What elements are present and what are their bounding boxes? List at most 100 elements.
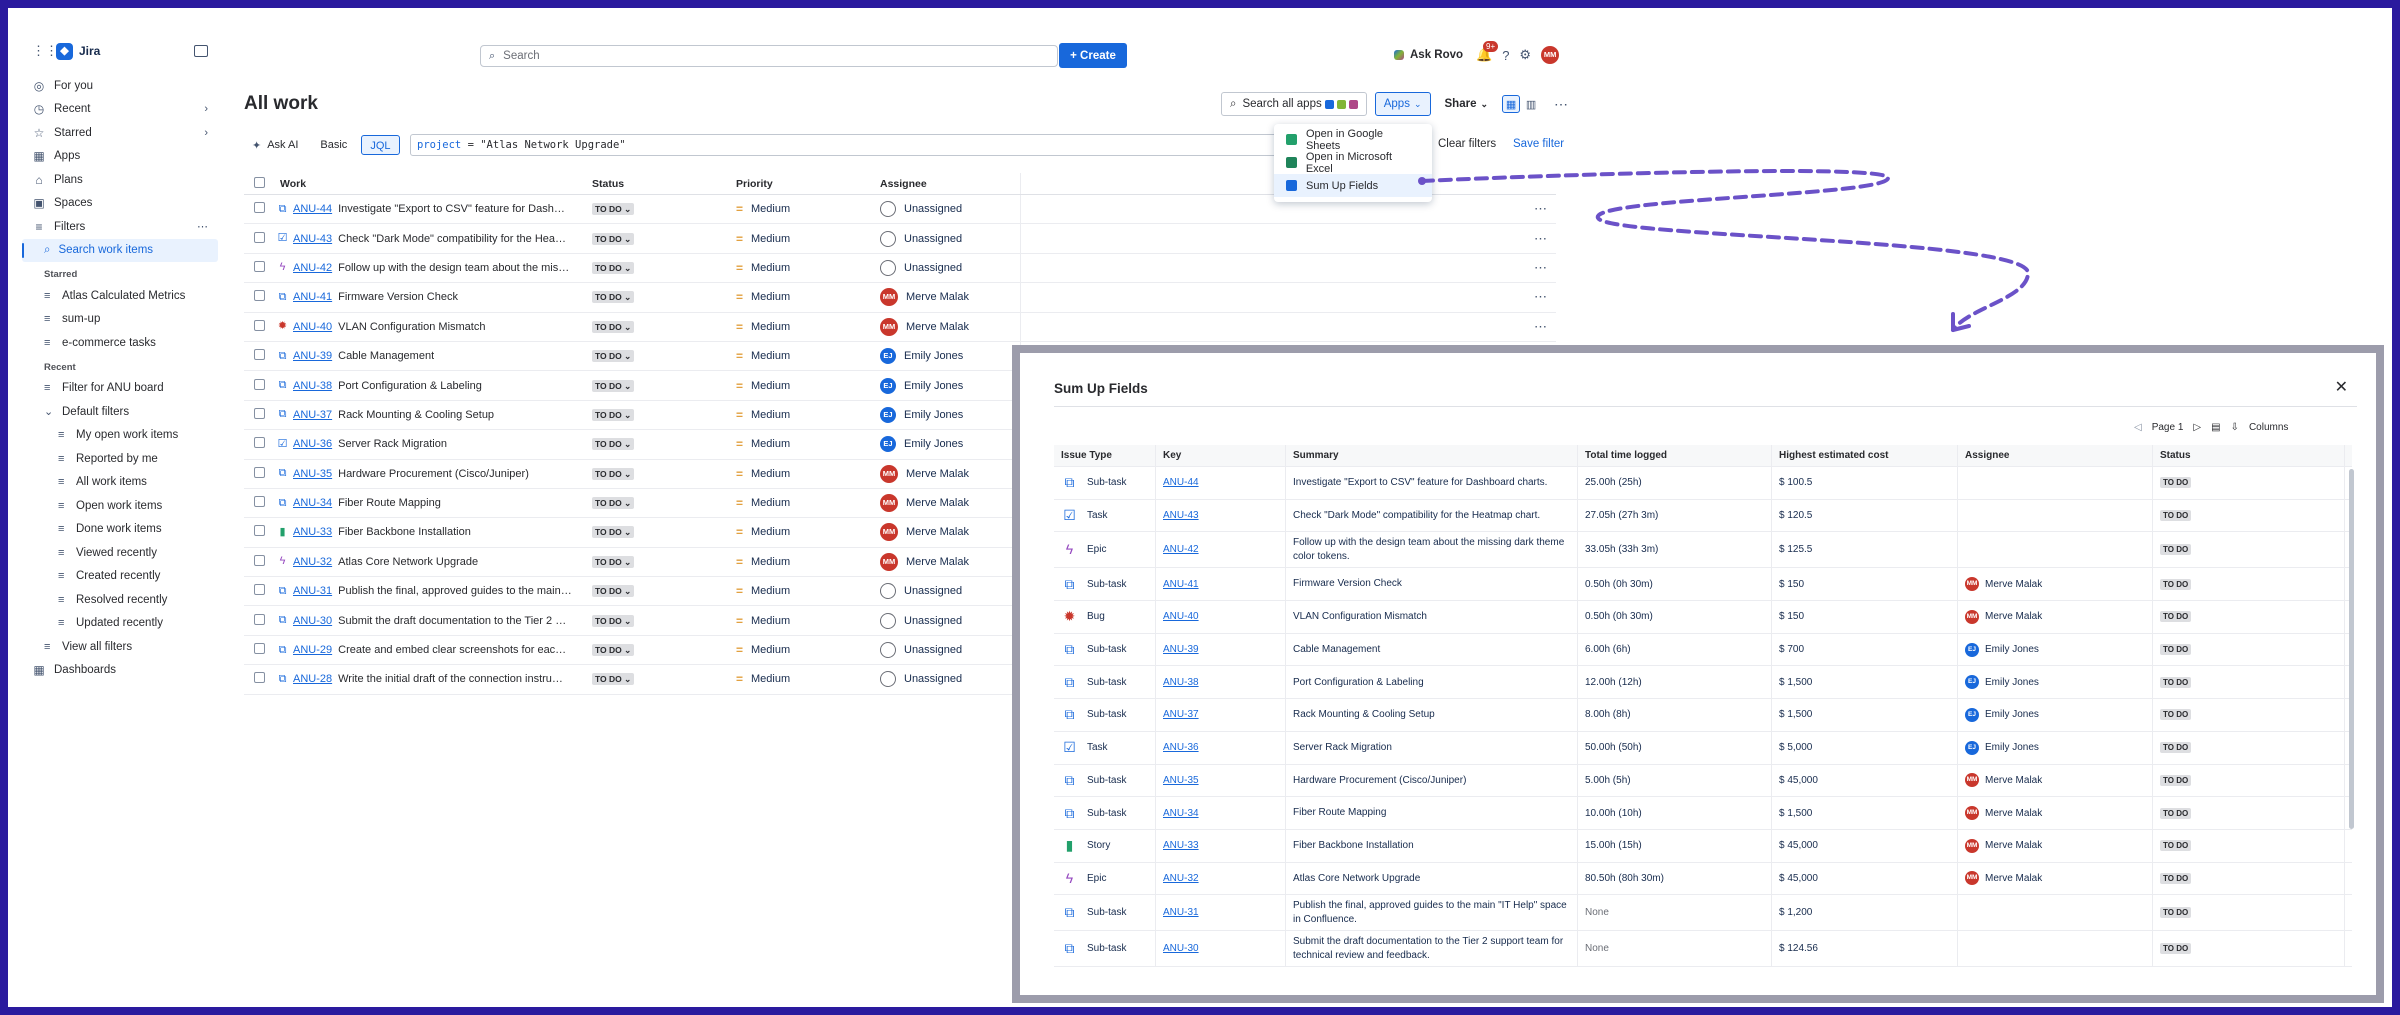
apps-menu-item[interactable]: Open in Google Sheets bbox=[1274, 128, 1432, 152]
issue-key-link[interactable]: ANU-35 bbox=[1163, 774, 1199, 786]
modal-scrollbar[interactable] bbox=[2349, 469, 2354, 829]
settings-icon[interactable]: ⚙ bbox=[1519, 47, 1532, 62]
work-item-key[interactable]: ANU-44 bbox=[293, 203, 333, 216]
issue-key-link[interactable]: ANU-34 bbox=[1163, 807, 1199, 819]
share-button[interactable]: Share ⌄ bbox=[1439, 92, 1495, 116]
work-item-summary[interactable]: Check "Dark Mode" compatibility for the … bbox=[338, 232, 567, 245]
sidebar-filter-item[interactable]: ≡ Atlas Calculated Metrics bbox=[22, 284, 218, 308]
status-dropdown[interactable]: TO DO ⌄ bbox=[592, 438, 635, 451]
save-filter-button[interactable]: Save filter bbox=[1513, 138, 1565, 150]
assignee-cell[interactable]: Unassigned bbox=[874, 583, 1020, 600]
work-item-key[interactable]: ANU-41 bbox=[293, 291, 333, 304]
global-search-input[interactable]: ⌕ Search bbox=[480, 45, 1058, 67]
issue-key-link[interactable]: ANU-36 bbox=[1163, 742, 1199, 754]
create-button[interactable]: + Create bbox=[1059, 43, 1127, 68]
row-checkbox[interactable] bbox=[254, 260, 265, 272]
sidebar-item-starred[interactable]: ☆ Starred › bbox=[22, 121, 218, 145]
columns-button[interactable]: Columns bbox=[2248, 421, 2289, 433]
assignee-cell[interactable]: Unassigned bbox=[874, 612, 1020, 629]
column-header[interactable]: Work bbox=[280, 177, 307, 190]
row-more-icon[interactable]: ⋯ bbox=[1534, 230, 1547, 246]
jql-input[interactable]: project = "Atlas Network Upgrade" bbox=[410, 134, 1280, 156]
work-item-key[interactable]: ANU-37 bbox=[293, 408, 333, 421]
next-page-icon[interactable]: ▷ bbox=[2193, 421, 2202, 433]
work-item-summary[interactable]: Firmware Version Check bbox=[338, 291, 458, 304]
sidebar-filter-item[interactable]: ≡ All work items bbox=[22, 471, 218, 495]
jira-logo-icon[interactable]: ◆ bbox=[56, 42, 73, 60]
assignee-cell[interactable]: Unassigned bbox=[874, 230, 1020, 247]
row-checkbox[interactable] bbox=[254, 496, 265, 508]
table-row[interactable]: ✹ ANU-40 VLAN Configuration Mismatch TO DO … bbox=[244, 312, 1556, 342]
work-item-key[interactable]: ANU-33 bbox=[293, 526, 333, 539]
work-item-key[interactable]: ANU-38 bbox=[293, 379, 333, 392]
detail-view-icon[interactable]: ▥ bbox=[1525, 98, 1537, 111]
row-checkbox[interactable] bbox=[254, 319, 265, 331]
modal-column-header[interactable]: Summary bbox=[1286, 445, 1578, 466]
sidebar-filter-item[interactable]: ≡ Done work items bbox=[22, 518, 218, 542]
ask-ai-button[interactable]: ✦ Ask AI bbox=[244, 134, 306, 156]
more-actions-icon[interactable]: ⋯ bbox=[1554, 95, 1569, 112]
table-row[interactable]: ⧉ ANU-34 Fiber Route Mapping TO DO ⌄ = Medium… bbox=[244, 488, 1556, 519]
status-dropdown[interactable]: TO DO ⌄ bbox=[592, 555, 635, 568]
more-icon[interactable]: ⋯ bbox=[197, 221, 208, 234]
apps-menu-item[interactable]: Sum Up Fields bbox=[1274, 174, 1432, 197]
issue-key-link[interactable]: ANU-43 bbox=[1163, 510, 1199, 522]
status-dropdown[interactable]: TO DO ⌄ bbox=[592, 203, 635, 216]
chevron-right-icon[interactable]: › bbox=[204, 126, 208, 139]
sidebar-filter-item[interactable]: ≡ Updated recently bbox=[22, 612, 218, 636]
assignee-cell[interactable]: MM Merve Malak bbox=[874, 552, 1020, 571]
status-dropdown[interactable]: TO DO ⌄ bbox=[592, 379, 635, 392]
row-checkbox[interactable] bbox=[254, 290, 265, 302]
work-item-summary[interactable]: Fiber Route Mapping bbox=[338, 497, 441, 510]
assignee-cell[interactable]: Unassigned bbox=[874, 201, 1020, 218]
download-icon[interactable]: ⇩ bbox=[2230, 421, 2239, 433]
work-item-summary[interactable]: Hardware Procurement (Cisco/Juniper) bbox=[338, 467, 529, 480]
status-dropdown[interactable]: TO DO ⌄ bbox=[592, 673, 635, 686]
work-item-key[interactable]: ANU-43 bbox=[293, 232, 333, 245]
work-item-summary[interactable]: Port Configuration & Labeling bbox=[338, 379, 482, 392]
issue-key-link[interactable]: ANU-33 bbox=[1163, 840, 1199, 852]
work-item-key[interactable]: ANU-40 bbox=[293, 320, 333, 333]
jql-mode-button[interactable]: JQL bbox=[361, 135, 400, 155]
sidebar-filter-item[interactable]: ≡ Open work items bbox=[22, 494, 218, 518]
table-row[interactable]: ⧉ ANU-41 Firmware Version Check TO DO ⌄ = Med… bbox=[244, 283, 1556, 313]
assignee-cell[interactable]: EJ Emily Jones bbox=[874, 377, 1020, 394]
status-dropdown[interactable]: TO DO ⌄ bbox=[592, 232, 635, 245]
column-header[interactable]: Assignee bbox=[880, 177, 927, 190]
user-avatar[interactable]: MM bbox=[1541, 46, 1560, 64]
status-dropdown[interactable]: TO DO ⌄ bbox=[592, 585, 635, 598]
modal-column-header[interactable]: Assignee bbox=[1958, 445, 2153, 466]
previous-page-icon[interactable]: ◁ bbox=[2134, 421, 2142, 433]
work-item-summary[interactable]: Publish the final, approved guides to th… bbox=[338, 585, 572, 598]
sidebar-item-plans[interactable]: ⌂ Plans bbox=[22, 168, 218, 192]
row-checkbox[interactable] bbox=[254, 643, 265, 655]
row-more-icon[interactable]: ⋯ bbox=[1534, 201, 1547, 217]
work-item-summary[interactable]: Cable Management bbox=[338, 350, 435, 363]
assignee-cell[interactable]: MM Merve Malak bbox=[874, 494, 1020, 513]
work-item-summary[interactable]: Investigate "Export to CSV" feature for … bbox=[338, 203, 565, 216]
sidebar-item-spaces[interactable]: ▣ Spaces bbox=[22, 192, 218, 216]
modal-column-header[interactable]: Highest estimated cost bbox=[1772, 445, 1958, 466]
sidebar-filter-item[interactable]: ≡ Created recently bbox=[22, 565, 218, 589]
sidebar-filter-item[interactable]: ≡ e-commerce tasks bbox=[22, 331, 218, 355]
work-item-key[interactable]: ANU-42 bbox=[293, 261, 333, 274]
status-dropdown[interactable]: TO DO ⌄ bbox=[592, 261, 635, 274]
work-item-key[interactable]: ANU-28 bbox=[293, 673, 333, 686]
apps-menu-item[interactable]: Open in Microsoft Excel bbox=[1274, 151, 1432, 175]
sidebar-item-search-work-items[interactable]: ⌕ Search work items bbox=[22, 238, 218, 262]
work-item-key[interactable]: ANU-34 bbox=[293, 497, 333, 510]
sidebar-filter-item[interactable]: ≡ sum-up bbox=[22, 308, 218, 332]
table-row[interactable]: ϟ ANU-32 Atlas Core Network Upgrade TO DO ⌄… bbox=[244, 547, 1556, 578]
row-checkbox[interactable] bbox=[254, 407, 265, 419]
sidebar-item-for-you[interactable]: ◎ For you bbox=[22, 74, 218, 98]
issue-key-link[interactable]: ANU-44 bbox=[1163, 477, 1199, 489]
row-more-icon[interactable]: ⋯ bbox=[1534, 318, 1547, 334]
help-icon[interactable]: ? bbox=[1502, 47, 1510, 63]
column-header[interactable]: Status bbox=[592, 177, 625, 190]
work-item-summary[interactable]: Create and embed clear screenshots for e… bbox=[338, 644, 567, 657]
row-checkbox[interactable] bbox=[254, 584, 265, 596]
export-icon[interactable]: ▤ bbox=[2211, 421, 2221, 433]
work-item-summary[interactable]: VLAN Configuration Mismatch bbox=[338, 320, 486, 333]
issue-key-link[interactable]: ANU-41 bbox=[1163, 578, 1199, 590]
assignee-cell[interactable]: MM Merve Malak bbox=[874, 523, 1020, 542]
